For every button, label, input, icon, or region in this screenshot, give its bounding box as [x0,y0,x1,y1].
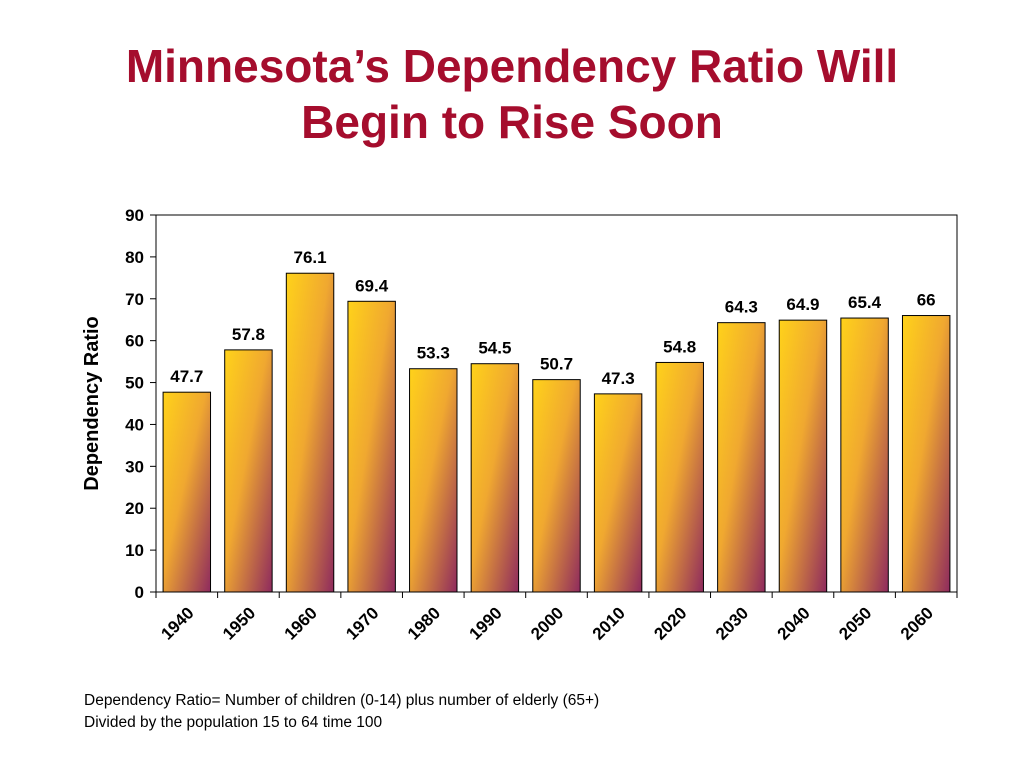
bar-1980 [409,368,458,593]
x-tick-label: 1940 [157,603,197,643]
x-tick-label: 1990 [466,603,506,643]
title-line-1: Minnesota’s Dependency Ratio Will [125,40,899,92]
bar-2010 [593,393,643,593]
y-tick-label: 40 [125,415,144,434]
x-tick-label: 2010 [589,603,629,643]
data-label: 54.5 [478,339,511,358]
data-label: 66 [917,291,936,310]
x-tick-label: 2020 [650,603,690,643]
data-label: 76.1 [293,248,326,267]
data-label: 54.8 [663,337,696,356]
x-tick-label: 2000 [527,603,567,643]
x-tick-label: 1980 [404,603,444,643]
bar-2020 [655,361,704,593]
y-tick-label: 30 [125,457,144,476]
y-axis-label: Dependency Ratio [81,316,103,490]
data-label: 65.4 [848,293,882,312]
bar-2000 [532,379,581,593]
x-tick-label: 2050 [835,603,875,643]
data-label: 50.7 [540,355,573,374]
y-tick-label: 80 [125,248,144,267]
data-label: 47.7 [170,367,203,386]
title-line-2: Begin to Rise Soon [301,96,723,148]
y-tick-label: 90 [125,206,144,225]
bar-1960 [285,272,335,593]
x-tick-label: 1960 [281,603,321,643]
x-tick-label: 2060 [897,603,937,643]
slide-title: Minnesota’s Dependency Ratio Will Begin … [0,38,1024,150]
data-label: 57.8 [232,325,265,344]
bar-1950 [224,349,273,593]
data-label: 53.3 [417,344,450,363]
bar-2050 [840,317,889,593]
footnote: Dependency Ratio= Number of children (0-… [84,690,599,734]
y-tick-label: 10 [125,541,144,560]
y-tick-label: 0 [135,583,144,602]
data-label: 47.3 [602,369,635,388]
bar-2060 [901,315,951,593]
bar-1940 [162,391,212,593]
bar-1970 [347,300,396,593]
y-tick-label: 50 [125,374,144,393]
y-tick-label: 60 [125,332,144,351]
bar-1990 [470,363,520,593]
data-label: 64.3 [725,298,758,317]
x-tick-label: 1970 [342,603,382,643]
y-tick-label: 70 [125,290,144,309]
bar-2030 [717,322,766,593]
x-tick-label: 1950 [219,603,259,643]
x-tick-label: 2040 [774,603,814,643]
data-label: 64.9 [786,295,819,314]
footnote-line-2: Divided by the population 15 to 64 time … [84,714,383,731]
footnote-line-1: Dependency Ratio= Number of children (0-… [84,692,600,709]
y-tick-label: 20 [125,499,144,518]
data-label: 69.4 [355,276,389,295]
bar-2040 [778,319,828,593]
x-tick-label: 2030 [712,603,752,643]
